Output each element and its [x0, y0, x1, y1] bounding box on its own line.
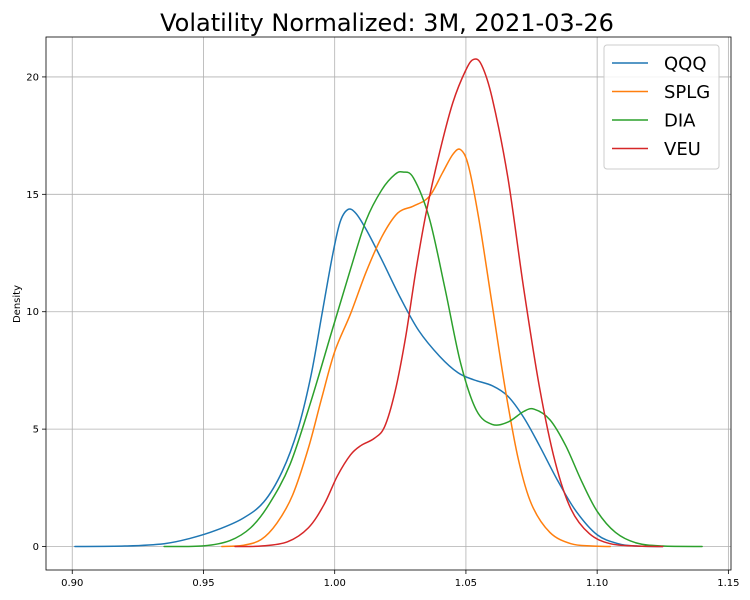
y-tick-label: 20 — [26, 72, 39, 83]
y-tick-label: 10 — [26, 307, 39, 318]
series-lines — [74, 58, 703, 548]
grid — [46, 37, 731, 570]
x-tick-label: 1.05 — [455, 578, 477, 589]
x-tick-label: 1.15 — [717, 578, 739, 589]
x-tick-label: 0.90 — [61, 578, 83, 589]
legend: QQQ SPLG DIA VEU — [603, 44, 720, 170]
series-line-qqq — [74, 208, 664, 548]
legend-box — [603, 44, 720, 170]
ticks: 0.90 0.95 1.00 1.05 1.10 1.15 0 5 10 15 20 — [26, 72, 739, 589]
x-tick-label: 1.00 — [324, 578, 346, 589]
x-tick-label: 1.10 — [586, 578, 608, 589]
series-line-veu — [234, 58, 664, 548]
legend-label-veu: VEU — [664, 139, 701, 160]
legend-label-qqq: QQQ — [664, 54, 707, 75]
x-tick-label: 0.95 — [192, 578, 214, 589]
series-line-splg — [221, 148, 612, 548]
y-tick-label: 0 — [33, 542, 39, 553]
legend-label-dia: DIA — [664, 111, 696, 132]
y-tick-label: 5 — [33, 425, 39, 436]
y-axis-label: Density — [12, 285, 23, 323]
series-line-dia — [163, 170, 703, 548]
y-tick-label: 15 — [26, 190, 39, 201]
axes-frame — [45, 36, 732, 571]
legend-label-splg: SPLG — [664, 82, 710, 103]
chart-title: Volatility Normalized: 3M, 2021-03-26 — [160, 9, 614, 37]
